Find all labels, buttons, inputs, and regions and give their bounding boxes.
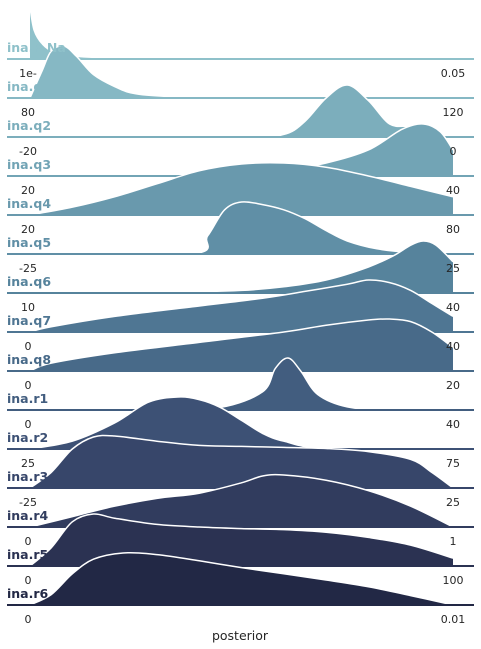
row-label-ina-q3: ina.q3 — [7, 157, 51, 172]
row-label-ina-q7: ina.q7 — [7, 313, 51, 328]
tick-right-ina-q2: 0 — [450, 145, 457, 158]
row-label-ina-r2: ina.r2 — [7, 430, 48, 445]
ridge-ina-p-na — [7, 6, 474, 60]
tick-right-ina-r3: 25 — [446, 496, 460, 509]
ridge-ina-q8 — [7, 318, 474, 372]
row-label-ina-q2: ina.q2 — [7, 118, 51, 133]
ridge-area-ina-r3 — [30, 435, 453, 488]
tick-left-ina-r1: 0 — [25, 418, 32, 431]
ridge-line-ina-r6 — [29, 551, 454, 606]
tick-right-ina-r1: 40 — [446, 418, 460, 431]
tick-left-ina-q5: -25 — [19, 262, 37, 275]
tick-left-ina-q4: 20 — [21, 223, 35, 236]
row-label-ina-q8: ina.q8 — [7, 352, 51, 367]
tick-left-ina-q2: -20 — [19, 145, 37, 158]
ridge-area-ina-q1 — [30, 45, 453, 98]
ridge-ina-q1 — [7, 45, 474, 99]
tick-left-ina-r4: 0 — [25, 535, 32, 548]
ridge-line-ina-q7 — [29, 279, 454, 333]
ridge-line-ina-r4 — [29, 473, 454, 528]
ridge-area-ina-q3 — [30, 123, 453, 176]
ridge-area-ina-q2 — [30, 84, 453, 138]
tick-left-ina-r5: 0 — [25, 574, 32, 587]
row-label-ina-p-na: ina.P Na — [7, 40, 66, 55]
ridge-line-ina-q4 — [29, 162, 454, 216]
ridge-line-ina-q8 — [29, 318, 454, 372]
tick-right-ina-r4: 1 — [450, 535, 457, 548]
ridge-ina-r6 — [7, 551, 474, 606]
ridge-area-ina-q5 — [30, 201, 453, 256]
ridges-layer — [7, 6, 474, 606]
tick-right-ina-r6: 0.01 — [441, 613, 466, 626]
ridge-area-ina-q6 — [30, 241, 453, 293]
row-label-ina-r5: ina.r5 — [7, 547, 48, 562]
row-label-ina-r3: ina.r3 — [7, 469, 48, 484]
ridge-line-ina-p-na — [29, 6, 454, 60]
tick-left-ina-q3: 20 — [21, 184, 35, 197]
tick-right-ina-q1: 120 — [443, 106, 464, 119]
tick-left-ina-q6: 10 — [21, 301, 35, 314]
ridge-area-ina-r6 — [30, 552, 453, 605]
tick-right-ina-q7: 40 — [446, 340, 460, 353]
x-axis-label: posterior — [212, 628, 269, 643]
tick-left-ina-r3: -25 — [19, 496, 37, 509]
ridge-line-ina-r3 — [29, 434, 454, 489]
tick-left-ina-p-na: 1e- — [19, 67, 37, 80]
ridge-line-ina-r2 — [29, 396, 454, 450]
row-label-ina-r1: ina.r1 — [7, 391, 48, 406]
tick-right-ina-p-na: 0.05 — [441, 67, 466, 80]
ridge-area-ina-q8 — [30, 318, 453, 371]
row-label-ina-r4: ina.r4 — [7, 508, 49, 523]
tick-right-ina-r2: 75 — [446, 457, 460, 470]
tick-left-ina-q1: 80 — [21, 106, 35, 119]
tick-left-ina-r2: 25 — [21, 457, 35, 470]
tick-right-ina-q4: 80 — [446, 223, 460, 236]
row-label-ina-q4: ina.q4 — [7, 196, 51, 211]
row-label-ina-q6: ina.q6 — [7, 274, 51, 289]
tick-left-ina-r6: 0 — [25, 613, 32, 626]
ridge-area-ina-p-na — [30, 7, 453, 59]
tick-left-ina-q8: 0 — [25, 379, 32, 392]
ridge-line-ina-q5 — [29, 201, 454, 257]
ridge-area-ina-q7 — [30, 279, 453, 332]
ridge-area-ina-q4 — [30, 162, 453, 215]
tick-right-ina-q6: 40 — [446, 301, 460, 314]
row-label-ina-q1: ina.q1 — [7, 79, 51, 94]
tick-right-ina-q3: 40 — [446, 184, 460, 197]
ridge-area-ina-r4 — [30, 474, 453, 527]
ridge-line-ina-r5 — [29, 513, 454, 567]
tick-left-ina-q7: 0 — [25, 340, 32, 353]
row-label-ina-r6: ina.r6 — [7, 586, 49, 601]
tick-right-ina-q5: 25 — [446, 262, 460, 275]
tick-right-ina-r5: 100 — [443, 574, 464, 587]
row-label-ina-q5: ina.q5 — [7, 235, 51, 250]
tick-right-ina-q8: 20 — [446, 379, 460, 392]
